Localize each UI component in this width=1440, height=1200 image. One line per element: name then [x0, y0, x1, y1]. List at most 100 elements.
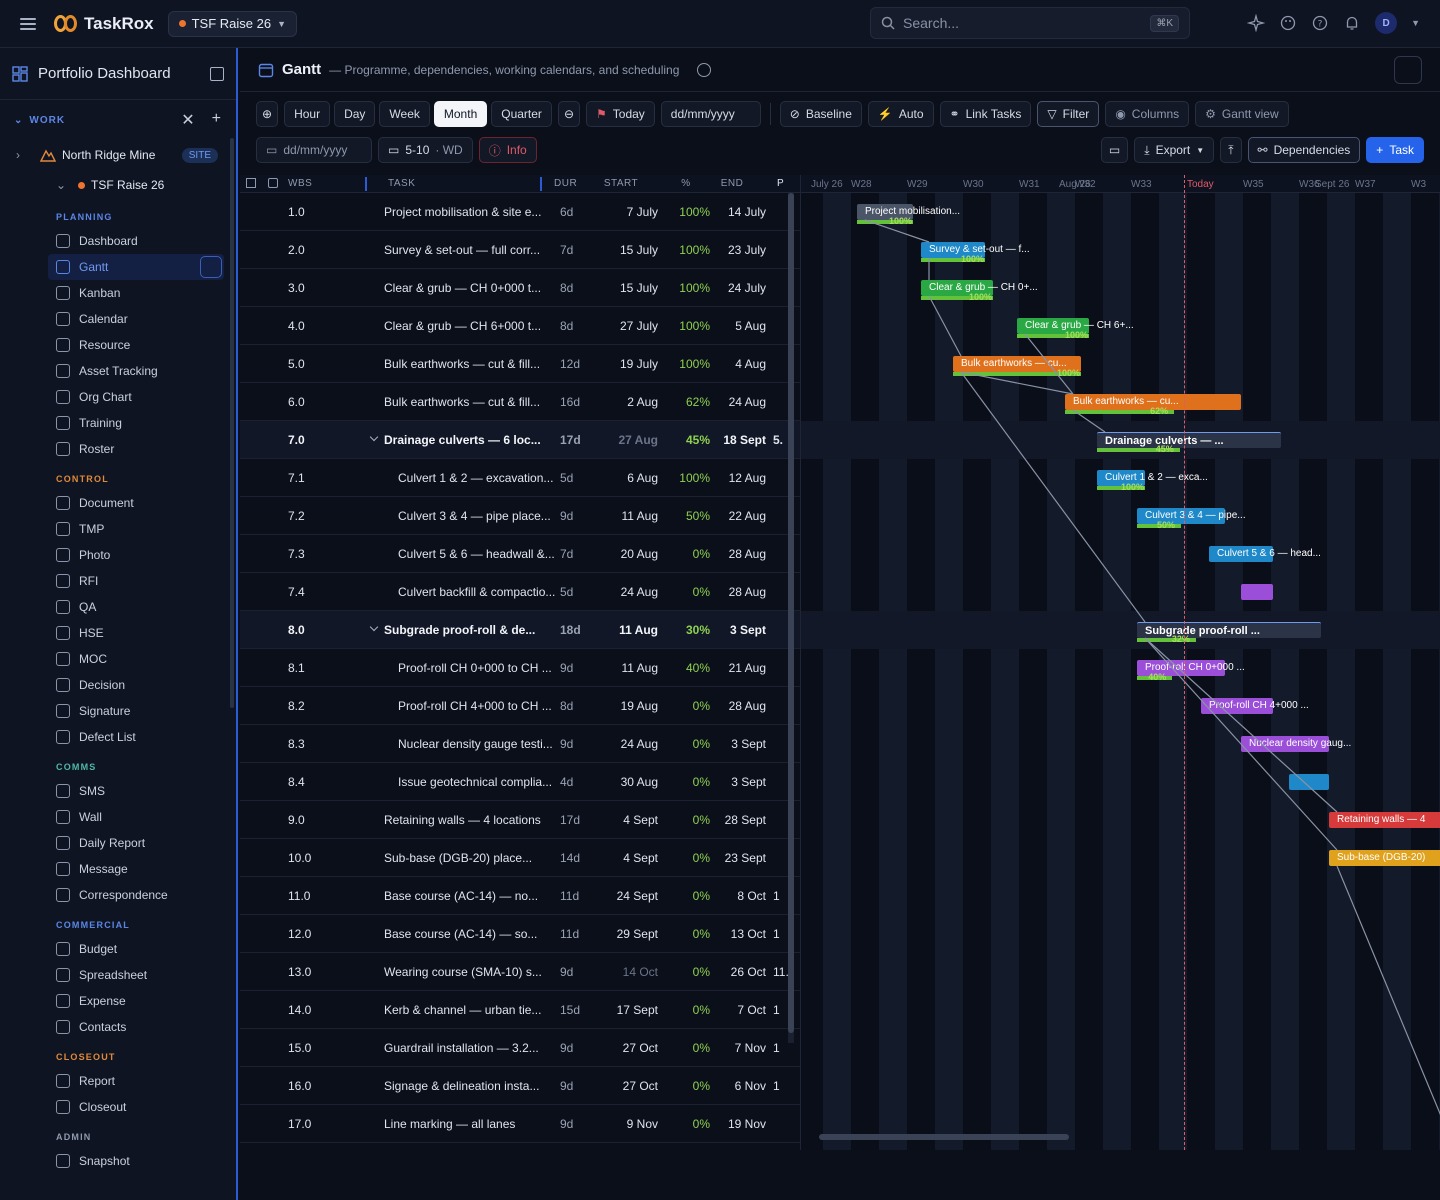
- table-row[interactable]: 7.0 Drainage culverts — 6 loc... 17d 27 Aug…: [240, 421, 800, 459]
- scale-week-button[interactable]: Week: [379, 101, 430, 127]
- sidebar-item-training[interactable]: Training: [0, 410, 236, 436]
- settings-button[interactable]: [1394, 55, 1422, 84]
- add-task-button[interactable]: + Task: [1366, 137, 1424, 163]
- table-row[interactable]: 14.0 Kerb & channel — urban tie... 15d 17 S…: [240, 991, 800, 1029]
- gantt-bar[interactable]: Sub-base (DGB-20): [1329, 850, 1440, 866]
- scale-month-button[interactable]: Month: [433, 101, 488, 127]
- dependency-arrow[interactable]: [1144, 637, 1338, 851]
- dependency-arrow[interactable]: [960, 371, 1146, 623]
- table-row[interactable]: 8.4 Issue geotechnical complia... 4d 30 Aug…: [240, 763, 800, 801]
- table-row[interactable]: 8.0 Subgrade proof-roll & de... 18d 11 Aug 3…: [240, 611, 800, 649]
- task-cell[interactable]: Proof-roll CH 4+000 to CH ...: [398, 698, 552, 713]
- baseline-button[interactable]: ⊘ Baseline: [779, 101, 862, 127]
- dependency-arrow[interactable]: [1072, 409, 1106, 433]
- table-row[interactable]: 7.4 Culvert backfill & compactio... 5d 24 A…: [240, 573, 800, 611]
- task-cell[interactable]: Culvert 1 & 2 — excavation...: [398, 470, 554, 485]
- zoom-in-button[interactable]: ⊕: [256, 101, 279, 127]
- col-wbs[interactable]: WBS: [288, 178, 313, 189]
- sidebar-item-photo[interactable]: Photo: [0, 542, 236, 568]
- gantt-bar[interactable]: Culvert 3 & 4 — pipe... 50%: [1137, 508, 1246, 530]
- task-cell[interactable]: Bulk earthworks — cut & fill...: [384, 356, 541, 371]
- dependency-arrow[interactable]: [1024, 333, 1074, 395]
- info-button[interactable]: ⓘ Info: [478, 137, 537, 163]
- dependency-arrow[interactable]: [928, 295, 962, 357]
- sidebar-item-defect-list[interactable]: Defect List: [0, 724, 236, 750]
- expand-all-icon[interactable]: [246, 178, 256, 188]
- col-task[interactable]: TASK: [388, 178, 416, 189]
- link-tasks-button[interactable]: ⚭ Link Tasks: [939, 101, 1032, 127]
- dependencies-button[interactable]: ⚯ Dependencies: [1247, 137, 1361, 163]
- sidebar-item-budget[interactable]: Budget: [0, 936, 236, 962]
- task-cell[interactable]: Bulk earthworks — cut & fill...: [384, 394, 541, 409]
- task-cell[interactable]: Kerb & channel — urban tie...: [384, 1002, 542, 1017]
- table-row[interactable]: 8.2 Proof-roll CH 4+000 to CH ... 8d 19 Aug…: [240, 687, 800, 725]
- sidebar-scrollbar[interactable]: [230, 138, 234, 708]
- workdays-button[interactable]: ▭ 5-10 · WD: [378, 137, 473, 163]
- palette-icon[interactable]: [1279, 14, 1297, 32]
- table-row[interactable]: 7.2 Culvert 3 & 4 — pipe place... 9d 11 Aug…: [240, 497, 800, 535]
- project-selector[interactable]: TSF Raise 26 ▼: [167, 10, 298, 37]
- sidebar-item-tmp[interactable]: TMP: [0, 516, 236, 542]
- add-icon[interactable]: +: [211, 110, 222, 127]
- task-cell[interactable]: Retaining walls — 4 locations: [384, 812, 541, 827]
- filter-button[interactable]: ▽ Filter: [1037, 101, 1100, 127]
- task-cell[interactable]: Proof-roll CH 0+000 to CH ...: [398, 660, 552, 675]
- gantt-bar[interactable]: Subgrade proof-roll ... 32%: [1137, 622, 1321, 644]
- task-cell[interactable]: Survey & set-out — full corr...: [384, 242, 541, 257]
- bell-icon[interactable]: [1343, 14, 1361, 32]
- table-row[interactable]: 12.0 Base course (AC-14) — so... 11d 29 Sep…: [240, 915, 800, 953]
- info-icon[interactable]: [697, 62, 712, 77]
- task-cell[interactable]: Issue geotechnical complia...: [398, 774, 553, 789]
- sidebar-item-document[interactable]: Document: [0, 490, 236, 516]
- sidebar-item-message[interactable]: Message: [0, 856, 236, 882]
- search-input[interactable]: Search... ⌘K: [870, 7, 1190, 39]
- col-p[interactable]: P: [777, 178, 785, 189]
- table-row[interactable]: 7.1 Culvert 1 & 2 — excavation... 5d 6 Aug 1…: [240, 459, 800, 497]
- sidebar-item-sms[interactable]: SMS: [0, 778, 236, 804]
- table-row[interactable]: 6.0 Bulk earthworks — cut & fill... 16d 2 A…: [240, 383, 800, 421]
- avatar[interactable]: D: [1375, 12, 1398, 34]
- tree-item-project[interactable]: ⌄ TSF Raise 26: [0, 170, 236, 200]
- task-cell[interactable]: Guardrail installation — 3.2...: [384, 1040, 539, 1055]
- sidebar-item-gantt[interactable]: Gantt: [48, 254, 224, 280]
- sparkle-icon[interactable]: [1247, 14, 1266, 32]
- sidebar-item-decision[interactable]: Decision: [0, 672, 236, 698]
- table-row[interactable]: 2.0 Survey & set-out — full corr... 7d 15 J…: [240, 231, 800, 269]
- col-pct[interactable]: %: [681, 178, 691, 189]
- sidebar-item-spreadsheet[interactable]: Spreadsheet: [0, 962, 236, 988]
- table-row[interactable]: 7.3 Culvert 5 & 6 — headwall &... 7d 20 Aug…: [240, 535, 800, 573]
- scale-quarter-button[interactable]: Quarter: [491, 101, 552, 127]
- col-dur[interactable]: DUR: [554, 178, 578, 189]
- sidebar-item-expense[interactable]: Expense: [0, 988, 236, 1014]
- calendar-button[interactable]: ▭: [1100, 137, 1129, 163]
- task-cell[interactable]: Base course (AC-14) — so...: [384, 926, 538, 941]
- gantt-bar[interactable]: Culvert 5 & 6 — head...: [1209, 546, 1321, 562]
- close-icon[interactable]: ✕: [181, 112, 196, 129]
- help-icon[interactable]: ?: [1311, 14, 1329, 32]
- gantt-bar[interactable]: Retaining walls — 4: [1329, 812, 1440, 828]
- chevron-down-icon[interactable]: ▼: [1411, 18, 1420, 28]
- tree-item-site[interactable]: › North Ridge Mine SITE: [0, 140, 236, 170]
- zoom-out-button[interactable]: ⊖: [557, 101, 580, 127]
- task-cell[interactable]: Clear & grub — CH 0+000 t...: [384, 280, 542, 295]
- gantt-bar[interactable]: Clear & grub — CH 6+... 100%: [1017, 318, 1134, 340]
- table-row[interactable]: 9.0 Retaining walls — 4 locations 17d 4 Sep…: [240, 801, 800, 839]
- table-row[interactable]: 5.0 Bulk earthworks — cut & fill... 12d 19 …: [240, 345, 800, 383]
- gantt-bar[interactable]: Project mobilisation... 100%: [857, 204, 960, 226]
- gantt-bar[interactable]: Bulk earthworks — cu... 100%: [953, 356, 1081, 378]
- sidebar-item-report[interactable]: Report: [0, 1068, 236, 1094]
- table-row[interactable]: 17.0 Line marking — all lanes 9d 9 Nov 0% 19 …: [240, 1105, 800, 1143]
- col-end[interactable]: END: [720, 178, 744, 189]
- task-cell[interactable]: Sub-base (DGB-20) place...: [384, 850, 533, 865]
- gantt-bar[interactable]: Survey & set-out — f... 100%: [921, 242, 1030, 264]
- gantt-view-button[interactable]: ⚙ Gantt view: [1195, 101, 1289, 127]
- chevron-down-icon[interactable]: ⌄: [56, 178, 67, 192]
- sidebar-item-roster[interactable]: Roster: [0, 436, 236, 462]
- gantt-bar[interactable]: Clear & grub — CH 0+... 100%: [921, 280, 1038, 302]
- gantt-bar[interactable]: Bulk earthworks — cu... 62%: [1065, 394, 1241, 416]
- today-button[interactable]: ⚑ Today: [586, 101, 655, 127]
- table-row[interactable]: 1.0 Project mobilisation & site e... 6d 7 J…: [240, 193, 800, 231]
- collapse-sidebar-icon[interactable]: [210, 66, 224, 81]
- task-cell[interactable]: Nuclear density gauge testi...: [398, 736, 553, 751]
- table-row[interactable]: 8.1 Proof-roll CH 0+000 to CH ... 9d 11 Aug…: [240, 649, 800, 687]
